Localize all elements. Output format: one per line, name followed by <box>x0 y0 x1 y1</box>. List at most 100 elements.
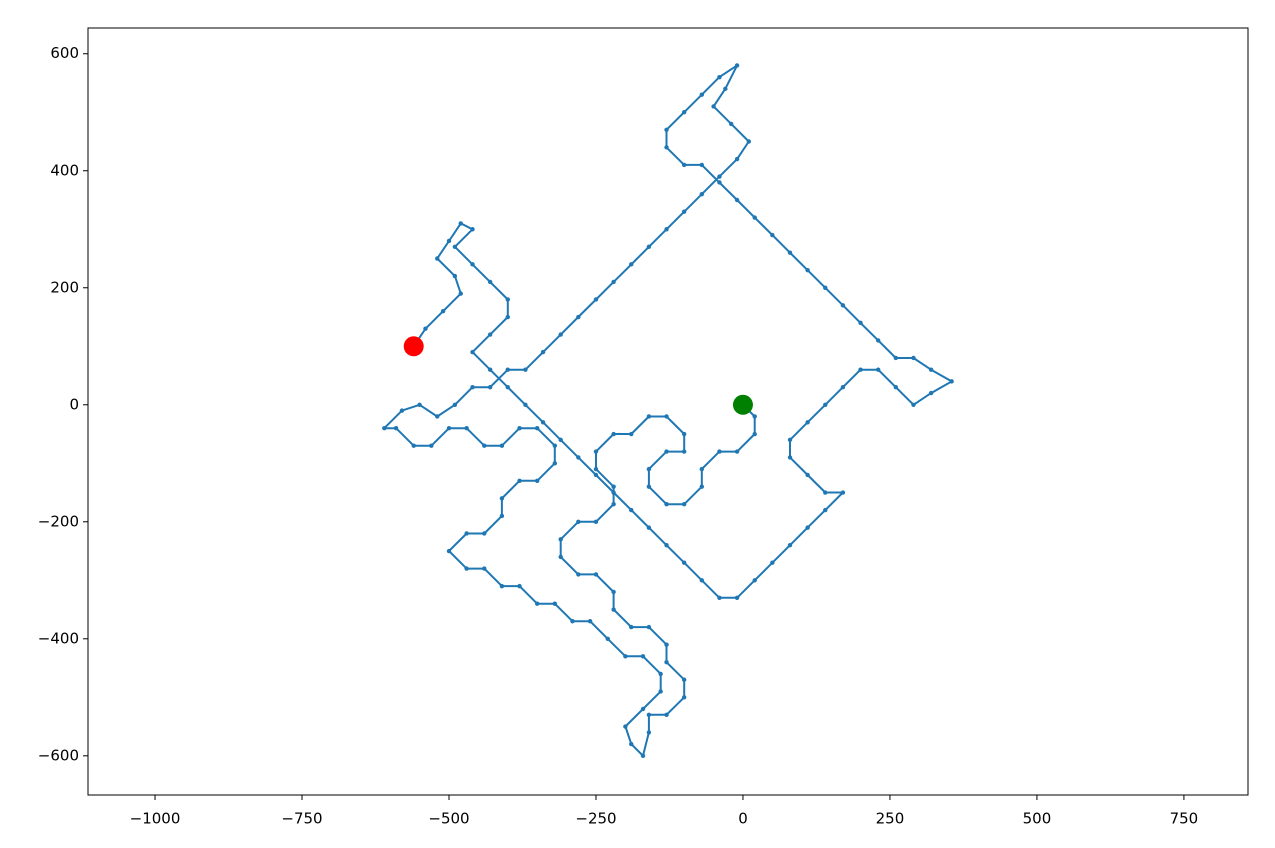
x-tick-label: −1000 <box>130 810 181 828</box>
walk-point <box>593 572 599 577</box>
x-tick-label: −250 <box>575 810 616 828</box>
x-tick-label: 0 <box>738 810 748 828</box>
walk-point <box>611 490 616 495</box>
walk-point <box>664 659 669 665</box>
walk-point <box>770 232 775 238</box>
walk-point <box>552 443 558 448</box>
walk-point <box>664 414 669 419</box>
x-tick-label: 750 <box>1170 810 1199 828</box>
walk-point <box>893 385 899 390</box>
plot-background <box>88 28 1248 795</box>
walk-point <box>787 250 793 255</box>
walk-point <box>734 156 740 162</box>
walk-point <box>593 519 599 524</box>
walk-point <box>928 367 934 372</box>
walk-point <box>505 367 510 372</box>
walk-point <box>435 414 440 419</box>
walk-point <box>681 695 687 700</box>
y-tick-label: −600 <box>38 746 79 764</box>
walk-point <box>458 291 463 296</box>
walk-point <box>399 408 405 413</box>
walk-point <box>464 566 469 571</box>
walk-point <box>517 478 522 484</box>
walk-point <box>558 537 563 542</box>
walk-point <box>487 332 493 337</box>
walk-point <box>499 583 505 589</box>
walk-point <box>699 466 705 472</box>
walk-point <box>482 443 487 448</box>
walk-point <box>752 215 757 220</box>
walk-point <box>646 730 652 735</box>
walk-point <box>752 578 757 583</box>
walk-point <box>382 425 387 431</box>
walk-point <box>576 519 581 524</box>
walk-point <box>640 654 646 659</box>
walk-point <box>452 273 458 279</box>
walk-point <box>576 572 581 577</box>
walk-point <box>699 92 705 97</box>
walk-point <box>623 724 628 729</box>
walk-point <box>823 285 828 290</box>
walk-point <box>664 502 669 507</box>
walk-point <box>746 139 752 144</box>
endpoint-marker <box>403 336 424 357</box>
walk-point <box>505 314 510 320</box>
walk-point <box>699 484 705 489</box>
walk-point <box>629 741 634 747</box>
walk-point <box>593 297 599 302</box>
walk-point <box>911 355 916 361</box>
walk-point <box>464 531 469 536</box>
walk-point <box>540 420 546 425</box>
walk-point <box>805 472 810 478</box>
walk-point <box>505 297 510 302</box>
walk-point <box>446 425 452 431</box>
y-tick-label: 400 <box>50 161 79 179</box>
walk-point <box>646 712 652 718</box>
walk-point <box>729 121 734 127</box>
y-tick-label: 200 <box>50 278 79 296</box>
walk-point <box>770 560 775 565</box>
walk-point <box>452 402 458 407</box>
walk-point <box>805 420 810 425</box>
walk-point <box>664 227 669 232</box>
walk-point <box>646 484 652 489</box>
walk-point <box>517 583 522 589</box>
x-tick-label: 500 <box>1023 810 1052 828</box>
y-tick-label: −200 <box>38 512 79 530</box>
walk-point <box>717 174 722 179</box>
y-tick-label: −400 <box>38 629 79 647</box>
walk-point <box>664 449 669 454</box>
walk-point <box>470 385 475 390</box>
walk-point <box>717 180 722 185</box>
walk-point <box>605 636 610 641</box>
walk-point <box>570 619 575 624</box>
walk-point <box>858 367 863 372</box>
walk-point <box>423 326 428 331</box>
walk-point <box>417 402 422 407</box>
walk-point <box>611 607 616 612</box>
walk-point <box>681 162 687 168</box>
walk-point <box>664 642 669 647</box>
walk-point <box>393 425 399 431</box>
y-tick-label: 600 <box>50 44 79 62</box>
walk-point <box>911 402 916 407</box>
walk-point <box>752 431 757 437</box>
walk-point <box>499 513 505 519</box>
walk-point <box>629 262 634 267</box>
walk-point <box>446 238 452 244</box>
walk-point <box>452 244 458 250</box>
walk-point <box>734 449 740 454</box>
walk-line <box>383 64 953 757</box>
walk-point <box>534 601 540 606</box>
walk-point <box>640 753 646 759</box>
y-tick-label: 0 <box>69 395 79 413</box>
walk-point <box>893 355 899 361</box>
walk-point <box>823 402 828 407</box>
walk-point <box>875 338 881 343</box>
walk-point <box>487 385 493 390</box>
walk-point <box>629 431 634 437</box>
walk-point <box>482 531 487 536</box>
walk-point <box>552 461 558 466</box>
walk-point <box>949 379 954 384</box>
